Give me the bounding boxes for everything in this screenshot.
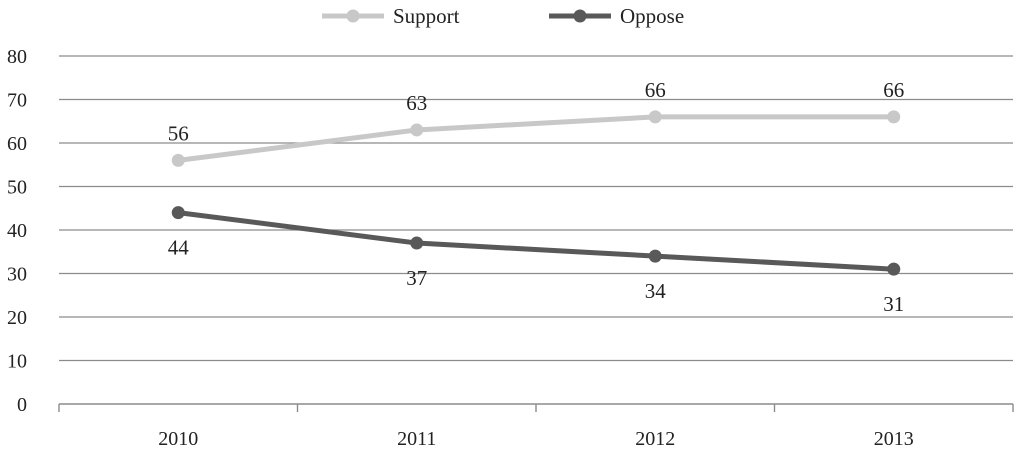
y-tick-label-80: 80 [7,46,27,68]
x-tick-label-2011: 2011 [397,428,436,450]
data-labels: 56 63 66 66 44 37 34 31 [168,78,905,316]
data-point-support-2013 [887,110,901,124]
data-label-oppose-2012: 34 [645,279,667,303]
data-point-oppose-2012 [648,249,662,263]
y-tick-label-10: 10 [7,351,27,373]
legend: Support Oppose [322,4,684,28]
data-label-oppose-2010: 44 [168,236,190,260]
grid [59,55,1013,362]
legend-label-oppose: Oppose [620,4,684,28]
series-group [171,110,901,276]
legend-swatch-marker-support [346,9,360,23]
y-tick-label-40: 40 [7,220,27,242]
data-point-oppose-2010 [171,206,185,220]
x-axis: 2010 2011 2012 2013 [58,403,1014,450]
y-tick-label-50: 50 [7,177,27,199]
data-label-support-2010: 56 [168,121,189,145]
y-tick-label-0: 0 [17,394,27,416]
data-point-oppose-2013 [887,262,901,276]
data-point-support-2011 [410,123,424,137]
data-point-support-2012 [648,110,662,124]
y-tick-label-30: 30 [7,264,27,286]
data-label-support-2012: 66 [645,78,666,102]
data-point-support-2010 [171,153,185,167]
y-tick-label-60: 60 [7,133,27,155]
data-label-oppose-2013: 31 [883,292,904,316]
legend-swatch-marker-oppose [573,9,587,23]
y-tick-label-70: 70 [7,90,27,112]
legend-label-support: Support [393,4,460,28]
x-tick-label-2013: 2013 [874,428,914,450]
y-axis-ticks: 0 10 20 30 40 50 60 70 80 [7,46,27,416]
series-line-support [175,114,897,163]
y-tick-label-20: 20 [7,307,27,329]
series-line-oppose [175,210,897,272]
data-label-oppose-2011: 37 [406,266,427,290]
x-tick-label-2012: 2012 [635,428,675,450]
data-label-support-2011: 63 [406,91,427,115]
data-label-support-2013: 66 [883,78,904,102]
x-tick-label-2010: 2010 [158,428,198,450]
data-point-oppose-2011 [410,236,424,250]
